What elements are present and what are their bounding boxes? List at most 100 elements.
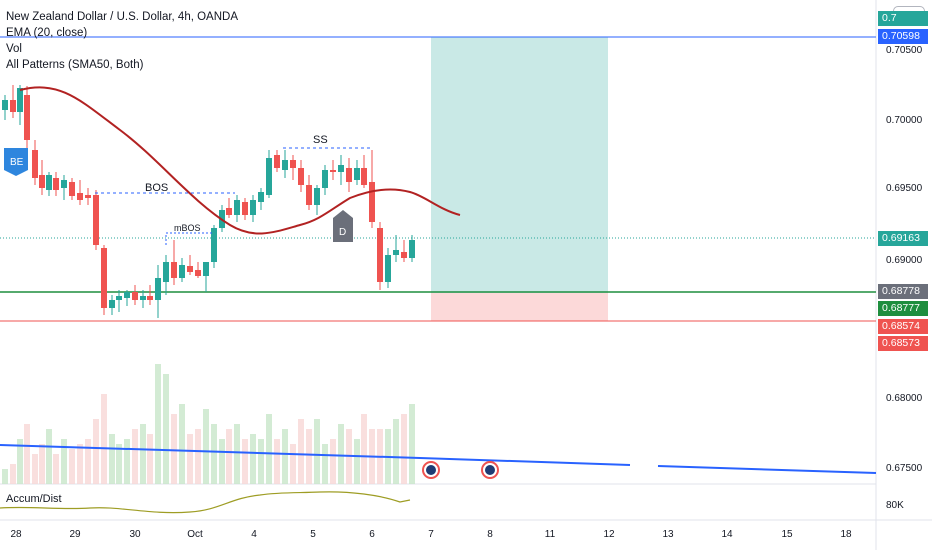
volume-bar <box>163 374 169 484</box>
mbos-label: mBOS <box>174 223 201 233</box>
volume-bar <box>61 439 67 484</box>
candle-body <box>53 178 59 190</box>
time-label: 12 <box>603 529 615 540</box>
volume-bar <box>258 439 264 484</box>
candle-body <box>258 192 264 202</box>
volume-bar <box>211 424 217 484</box>
time-label: 18 <box>840 529 852 540</box>
volume-bar <box>46 429 52 484</box>
d-label: D <box>339 227 346 238</box>
time-label: 14 <box>721 529 733 540</box>
price-tag-top: 0.7 <box>878 11 928 26</box>
candle-body <box>101 248 107 308</box>
volume-bar <box>24 424 30 484</box>
candle-body <box>266 158 272 195</box>
position-zones <box>431 37 608 321</box>
volume-bar <box>250 434 256 484</box>
volume-bar <box>93 419 99 484</box>
time-label: 7 <box>428 529 434 540</box>
accum-dist-label[interactable]: Accum/Dist <box>6 493 62 505</box>
mbos-line <box>165 232 213 245</box>
volume-bar <box>140 424 146 484</box>
candle-body <box>10 100 16 112</box>
price-tag-red1: 0.68574 <box>878 319 928 334</box>
candle-body <box>306 185 312 205</box>
price-label: 0.68000 <box>886 393 923 404</box>
volume-bar <box>393 419 399 484</box>
candle-body <box>330 170 336 172</box>
price-label: 0.69000 <box>886 255 923 266</box>
symbol-title[interactable]: New Zealand Dollar / U.S. Dollar, 4h, OA… <box>6 11 239 23</box>
volume-bar <box>203 409 209 484</box>
candle-body <box>187 266 193 272</box>
volume-bar <box>53 454 59 484</box>
time-label: Oct <box>187 529 203 540</box>
candle-body <box>124 292 130 298</box>
volume-bar <box>401 414 407 484</box>
volume-indicator-label[interactable]: Vol <box>6 43 22 55</box>
candle-body <box>203 262 209 276</box>
time-label: 15 <box>781 529 793 540</box>
volume-bar <box>155 364 161 484</box>
volume-bar <box>116 444 122 484</box>
candle-body <box>24 95 30 140</box>
volume-bar <box>187 434 193 484</box>
price-label: 0.67500 <box>886 463 923 474</box>
candle-body <box>32 150 38 178</box>
time-label: 13 <box>662 529 674 540</box>
candle-body <box>17 88 23 112</box>
volume-bar <box>322 444 328 484</box>
target-zone <box>431 37 608 293</box>
volume-bar <box>124 439 130 484</box>
accum-dist-line <box>0 491 411 514</box>
candle-body <box>116 296 122 300</box>
ema-curve <box>19 86 461 235</box>
candle-body <box>46 175 52 190</box>
candle-body <box>163 262 169 282</box>
time-label: 28 <box>10 529 22 540</box>
candle-body <box>401 252 407 258</box>
current-price-tag: 0.69163 <box>878 231 928 246</box>
time-label: 8 <box>487 529 493 540</box>
price-axis[interactable]: 0.7 0.70598 0.70500 0.70000 0.69500 0.69… <box>876 0 932 520</box>
candle-body <box>282 160 288 170</box>
candle-body <box>314 188 320 205</box>
volume-bar <box>39 444 45 484</box>
patterns-indicator-label[interactable]: All Patterns (SMA50, Both) <box>6 59 144 71</box>
time-label: 4 <box>251 529 257 540</box>
ema-indicator-label[interactable]: EMA (20, close) <box>6 27 88 39</box>
d-marker <box>333 210 353 242</box>
candle-body <box>409 240 415 258</box>
candle-body <box>69 182 75 196</box>
candle-body <box>171 262 177 278</box>
candle-body <box>354 168 360 180</box>
volume-bar <box>282 429 288 484</box>
volume-bar <box>314 419 320 484</box>
price-tag-gray: 0.68778 <box>878 284 928 299</box>
volume-bar <box>101 394 107 484</box>
bos-label: BOS <box>145 182 168 194</box>
time-axis[interactable]: 28 29 30 Oct 4 5 6 7 8 11 12 13 14 15 18 <box>0 520 880 550</box>
candle-body <box>290 160 296 168</box>
time-label: 29 <box>69 529 81 540</box>
candle-body <box>377 228 383 282</box>
candle-body <box>93 195 99 245</box>
volume-bar <box>290 444 296 484</box>
volume-bar <box>298 419 304 484</box>
volume-bar <box>354 439 360 484</box>
trendline <box>0 444 877 474</box>
candle-body <box>39 175 45 188</box>
volume-bar <box>306 429 312 484</box>
volume-bar <box>132 429 138 484</box>
price-tag-red2: 0.68573 <box>878 336 928 351</box>
candle-body <box>132 292 138 300</box>
stop-zone <box>431 293 608 321</box>
volume-bar <box>109 434 115 484</box>
price-label: 0.69500 <box>886 183 923 194</box>
volume-bar <box>274 439 280 484</box>
annotations: BOS mBOS SS BE D <box>0 134 877 479</box>
ss-label: SS <box>313 134 328 146</box>
ema-line <box>19 86 461 235</box>
candle-body <box>338 165 344 172</box>
